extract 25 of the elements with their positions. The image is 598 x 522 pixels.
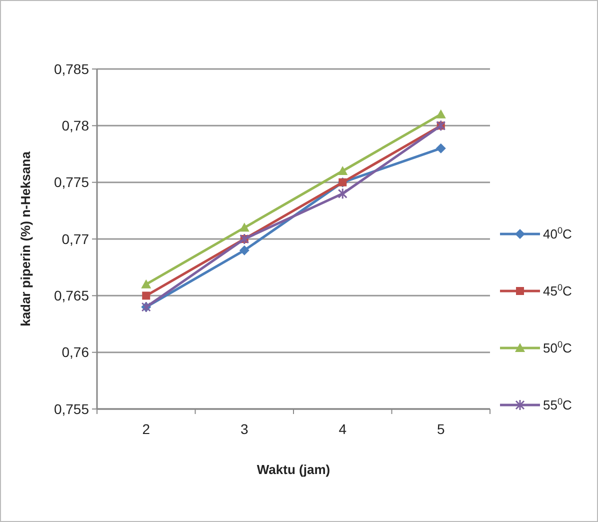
x-tick-label: 5 bbox=[436, 421, 445, 437]
y-tick-label: 0,77 bbox=[62, 230, 90, 247]
x-axis-title: Waktu (jam) bbox=[256, 462, 330, 477]
y-tick-label: 0,755 bbox=[54, 400, 90, 417]
legend-label: 45$^{0}$C bbox=[543, 282, 572, 299]
point bbox=[141, 279, 152, 288]
x-tick-label: 3 bbox=[240, 421, 248, 437]
y-tick-label: 0,76 bbox=[62, 344, 90, 360]
point bbox=[239, 245, 250, 256]
point bbox=[338, 166, 348, 175]
point bbox=[142, 292, 150, 300]
y-tick-label: 0,785 bbox=[54, 60, 90, 77]
y-axis-title: kadar piperin (%) n-Heksana bbox=[18, 150, 33, 326]
point bbox=[436, 109, 446, 118]
x-tick-label: 4 bbox=[338, 421, 347, 437]
point bbox=[239, 222, 250, 232]
legend-label: 55$^{0}$C bbox=[543, 396, 572, 413]
legend-label: 50$^{0}$C bbox=[543, 340, 572, 356]
y-tick-label: 0,765 bbox=[54, 288, 90, 304]
point bbox=[338, 188, 348, 200]
y-tick-label: 0,78 bbox=[62, 118, 90, 134]
legend-label: 40$^{0}$C bbox=[543, 226, 572, 242]
y-tick-label: 0,775 bbox=[54, 174, 90, 190]
x-tick-label: 2 bbox=[142, 421, 150, 437]
point bbox=[436, 143, 446, 154]
